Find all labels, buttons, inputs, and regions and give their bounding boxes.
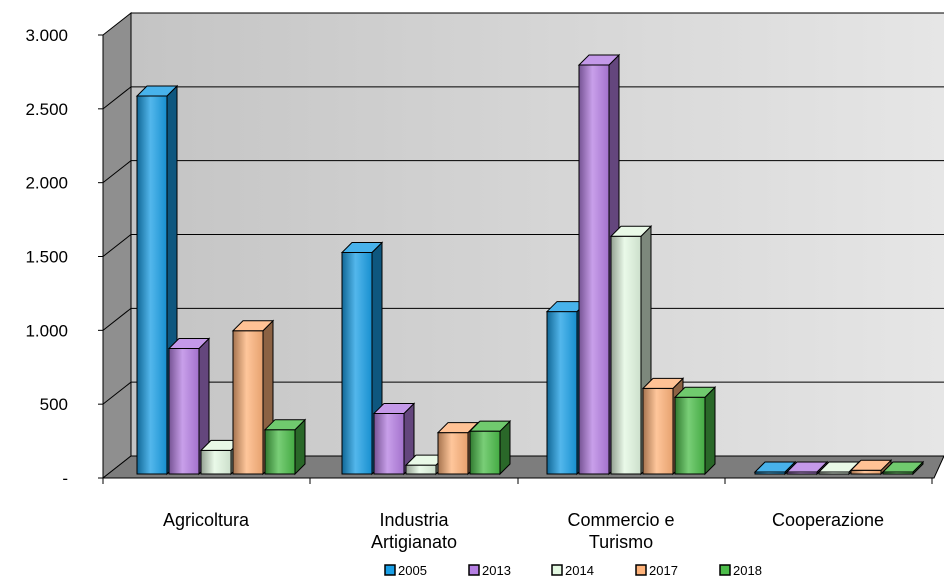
y-tick-label: 2.500 — [25, 100, 68, 119]
bar-front — [469, 430, 501, 475]
bar-front — [264, 429, 296, 475]
bar-2013-cat-1 — [372, 402, 416, 476]
bar-2018-cat-0 — [263, 418, 307, 476]
legend-item-2014: 2014 — [551, 563, 594, 578]
bar-top — [231, 320, 275, 332]
gridlines — [102, 86, 944, 405]
bar-top — [577, 54, 621, 66]
legend-label: 2005 — [398, 563, 427, 578]
x-tick-label: Commercio e — [567, 510, 674, 530]
bar-front — [232, 330, 264, 475]
bar-2018-cat-2 — [673, 386, 717, 476]
legend: 2005 2013 2014 2017 2018 — [384, 563, 762, 578]
y-tick-label: 2.000 — [25, 174, 68, 193]
gridline — [102, 234, 944, 257]
bar-front — [341, 252, 373, 475]
bar-top — [263, 419, 307, 431]
bar-top — [468, 420, 512, 432]
bar-front — [373, 412, 405, 475]
y-tick-label: 3.000 — [25, 26, 68, 45]
bar-2005-cat-0 — [135, 84, 179, 476]
bar-top — [785, 461, 829, 473]
legend-item-2017: 2017 — [635, 563, 678, 578]
bar-front — [136, 95, 168, 475]
bar-top — [167, 337, 211, 349]
legend-item-2018: 2018 — [719, 563, 762, 578]
gridline — [102, 86, 944, 110]
legend-label: 2017 — [649, 563, 678, 578]
bar-front — [850, 469, 882, 475]
bar-top — [135, 85, 179, 97]
bar-front — [200, 449, 232, 475]
bar-front — [168, 347, 200, 475]
plot-background — [102, 11, 944, 480]
bar-top — [340, 242, 384, 253]
bar-top — [372, 402, 416, 414]
y-tick-label: 1.500 — [25, 248, 68, 267]
bar-2018-cat-3 — [881, 460, 925, 476]
y-tick-label: 500 — [40, 395, 68, 414]
legend-swatch — [384, 564, 396, 576]
bar-front — [437, 432, 469, 475]
bar-front — [674, 396, 706, 475]
bar-front — [610, 235, 642, 475]
y-tick-label: - — [62, 469, 68, 488]
bar-top — [673, 386, 717, 398]
bar-top — [753, 461, 797, 473]
legend-swatch — [551, 564, 563, 576]
bar-2018-cat-1 — [468, 419, 512, 476]
y-axis-ticks: - 500 1.000 1.500 2.000 2.500 3.000 — [25, 26, 103, 488]
bar-top — [609, 225, 653, 237]
legend-item-2013: 2013 — [468, 563, 511, 578]
legend-swatch — [719, 564, 731, 576]
bar-front — [578, 64, 610, 475]
bar-front — [546, 311, 578, 475]
legend-swatch — [468, 564, 480, 576]
legend-label: 2014 — [565, 563, 594, 578]
bar-2014-cat-2 — [609, 225, 653, 476]
legend-label: 2013 — [482, 563, 511, 578]
legend-item-2005: 2005 — [384, 563, 427, 578]
bar-top — [849, 459, 893, 471]
bar-front — [405, 464, 437, 475]
x-tick-label: Cooperazione — [772, 510, 884, 530]
legend-swatch — [635, 564, 647, 576]
legend-label: 2018 — [733, 563, 762, 578]
bar-top — [641, 377, 685, 389]
y-tick-label: 1.000 — [25, 321, 68, 340]
x-tick-label: Industria — [379, 510, 449, 530]
bar-2005-cat-3 — [753, 460, 797, 476]
x-tick-label: Artigianato — [371, 532, 457, 552]
bars — [135, 53, 925, 476]
bar-side — [704, 386, 716, 476]
gridline — [102, 307, 944, 331]
x-tick-label: Agricoltura — [163, 510, 250, 530]
bar-top — [881, 461, 925, 473]
gridline — [102, 160, 944, 184]
bar-front — [642, 387, 674, 475]
x-tick-label: Turismo — [589, 532, 653, 552]
bar-2017-cat-3 — [849, 459, 893, 476]
